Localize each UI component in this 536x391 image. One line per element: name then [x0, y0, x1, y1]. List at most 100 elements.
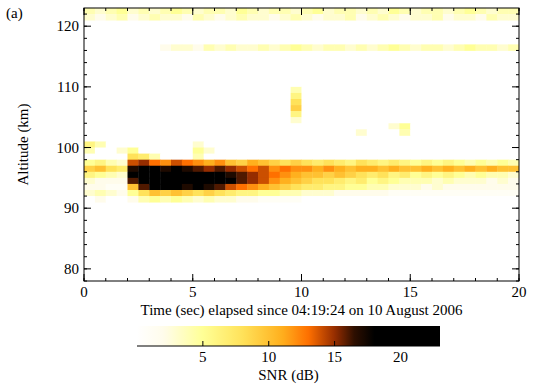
cell [258, 148, 269, 154]
cell [378, 105, 389, 111]
x-tick [519, 274, 520, 281]
cell [323, 87, 334, 93]
cell [291, 148, 302, 154]
cell [149, 148, 160, 154]
cell [497, 148, 508, 154]
cell [410, 160, 421, 166]
cell [225, 196, 236, 202]
cell [508, 111, 519, 117]
cell [204, 8, 215, 14]
cell [454, 93, 465, 99]
cell [497, 117, 508, 123]
cell [432, 166, 443, 172]
cell [138, 105, 149, 111]
cell [138, 14, 149, 20]
x-tick [301, 274, 302, 281]
y-tick-label: 100 [57, 140, 80, 156]
cell [323, 99, 334, 105]
cell [236, 141, 247, 147]
cell [269, 111, 280, 117]
cell [334, 8, 345, 14]
x-minor-tick [432, 278, 433, 281]
cell [345, 160, 356, 166]
cell [291, 196, 302, 202]
cell [312, 129, 323, 135]
x-minor-tick [453, 8, 454, 11]
cell [204, 99, 215, 105]
y-minor-tick [516, 50, 519, 51]
cell [138, 123, 149, 129]
cell [399, 8, 410, 14]
cell [443, 148, 454, 154]
cell [367, 111, 378, 117]
cell [378, 93, 389, 99]
cell [280, 93, 291, 99]
cell [215, 117, 226, 123]
cell [302, 105, 313, 111]
cell [117, 87, 128, 93]
x-minor-tick [236, 278, 237, 281]
cell [138, 111, 149, 117]
cell [225, 87, 236, 93]
cell [334, 14, 345, 20]
cell [465, 111, 476, 117]
cell [312, 184, 323, 190]
cell [84, 105, 95, 111]
colorbar-tick-label: 15 [327, 349, 342, 365]
cell [323, 190, 334, 196]
cell [389, 166, 400, 172]
cell [443, 105, 454, 111]
cell [465, 148, 476, 154]
y-minor-tick [84, 50, 87, 51]
cell [225, 111, 236, 117]
cell [508, 14, 519, 20]
cell [497, 93, 508, 99]
cell [225, 190, 236, 196]
cell [497, 105, 508, 111]
cell [432, 184, 443, 190]
cell [334, 196, 345, 202]
cell [236, 196, 247, 202]
cell [280, 123, 291, 129]
cell [312, 87, 323, 93]
cell [345, 166, 356, 172]
y-minor-tick [516, 14, 519, 15]
cell [291, 44, 302, 50]
cell [389, 184, 400, 190]
cell [280, 141, 291, 147]
cell [95, 123, 106, 129]
cell [454, 148, 465, 154]
colorbar [137, 326, 440, 346]
cell [302, 166, 313, 172]
cell [312, 99, 323, 105]
cell [215, 44, 226, 50]
cell [443, 8, 454, 14]
cell [486, 160, 497, 166]
cell [215, 172, 226, 178]
cell [247, 154, 258, 160]
cell [171, 105, 182, 111]
cell [323, 105, 334, 111]
cell [204, 178, 215, 184]
cell [367, 123, 378, 129]
cell [95, 87, 106, 93]
cell [356, 44, 367, 50]
cell [160, 178, 171, 184]
cell [323, 117, 334, 123]
cell [334, 148, 345, 154]
cell [182, 184, 193, 190]
cell [269, 160, 280, 166]
cell [378, 166, 389, 172]
cell [215, 93, 226, 99]
cell [378, 154, 389, 160]
cell [508, 129, 519, 135]
y-minor-tick [84, 171, 87, 172]
cell [302, 154, 313, 160]
y-minor-tick [84, 256, 87, 257]
cell [443, 154, 454, 160]
cell [432, 160, 443, 166]
cell [171, 123, 182, 129]
cell [443, 184, 454, 190]
cell [215, 123, 226, 129]
cell [486, 99, 497, 105]
